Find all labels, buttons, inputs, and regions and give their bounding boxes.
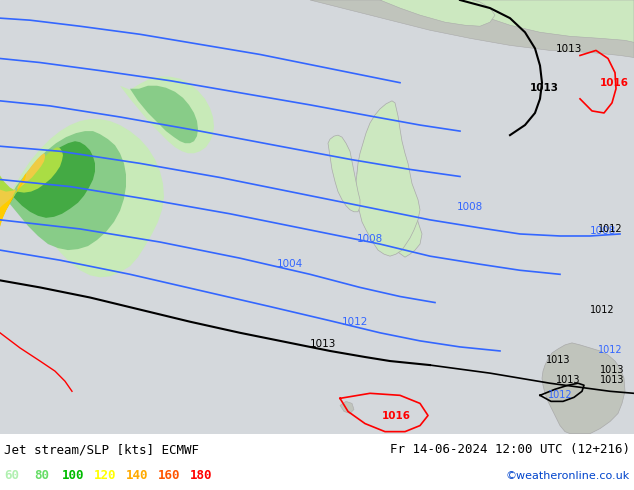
Text: 1013: 1013 (530, 83, 559, 93)
Polygon shape (130, 86, 198, 143)
Polygon shape (0, 153, 45, 232)
Text: Jet stream/SLP [kts] ECMWF: Jet stream/SLP [kts] ECMWF (4, 443, 199, 456)
Polygon shape (0, 131, 126, 267)
Polygon shape (450, 0, 634, 42)
Text: 1013: 1013 (310, 339, 337, 349)
Text: 1016: 1016 (600, 78, 629, 88)
Text: 120: 120 (94, 469, 117, 483)
Text: 1008: 1008 (457, 202, 483, 212)
Text: 1012: 1012 (342, 317, 368, 327)
Text: 60: 60 (4, 469, 19, 483)
Text: 1008: 1008 (590, 226, 616, 236)
Text: 1013: 1013 (556, 375, 581, 385)
Text: 1013: 1013 (556, 45, 583, 54)
Text: 80: 80 (34, 469, 49, 483)
Text: Fr 14-06-2024 12:00 UTC (12+216): Fr 14-06-2024 12:00 UTC (12+216) (390, 443, 630, 456)
Text: 1013: 1013 (600, 375, 624, 385)
Polygon shape (0, 141, 95, 247)
Polygon shape (0, 147, 63, 236)
Text: 1016: 1016 (382, 411, 411, 420)
Text: 1013: 1013 (546, 355, 571, 365)
Text: 1012: 1012 (548, 391, 573, 400)
Polygon shape (356, 101, 420, 256)
Text: 1012: 1012 (590, 305, 614, 315)
Text: 1013: 1013 (600, 365, 624, 375)
Text: 1004: 1004 (277, 259, 303, 269)
Polygon shape (0, 119, 164, 293)
Text: 180: 180 (190, 469, 212, 483)
Text: 100: 100 (62, 469, 84, 483)
Text: ©weatheronline.co.uk: ©weatheronline.co.uk (506, 471, 630, 481)
Polygon shape (542, 343, 625, 434)
Polygon shape (380, 0, 495, 26)
Polygon shape (357, 121, 422, 257)
Polygon shape (310, 0, 634, 57)
Polygon shape (328, 135, 360, 212)
Text: 160: 160 (158, 469, 181, 483)
Polygon shape (120, 76, 214, 153)
Polygon shape (0, 173, 26, 230)
Polygon shape (340, 401, 354, 414)
Text: 140: 140 (126, 469, 148, 483)
Text: 1008: 1008 (357, 234, 383, 244)
Text: 1012: 1012 (598, 345, 623, 355)
Text: 1012: 1012 (598, 224, 623, 234)
